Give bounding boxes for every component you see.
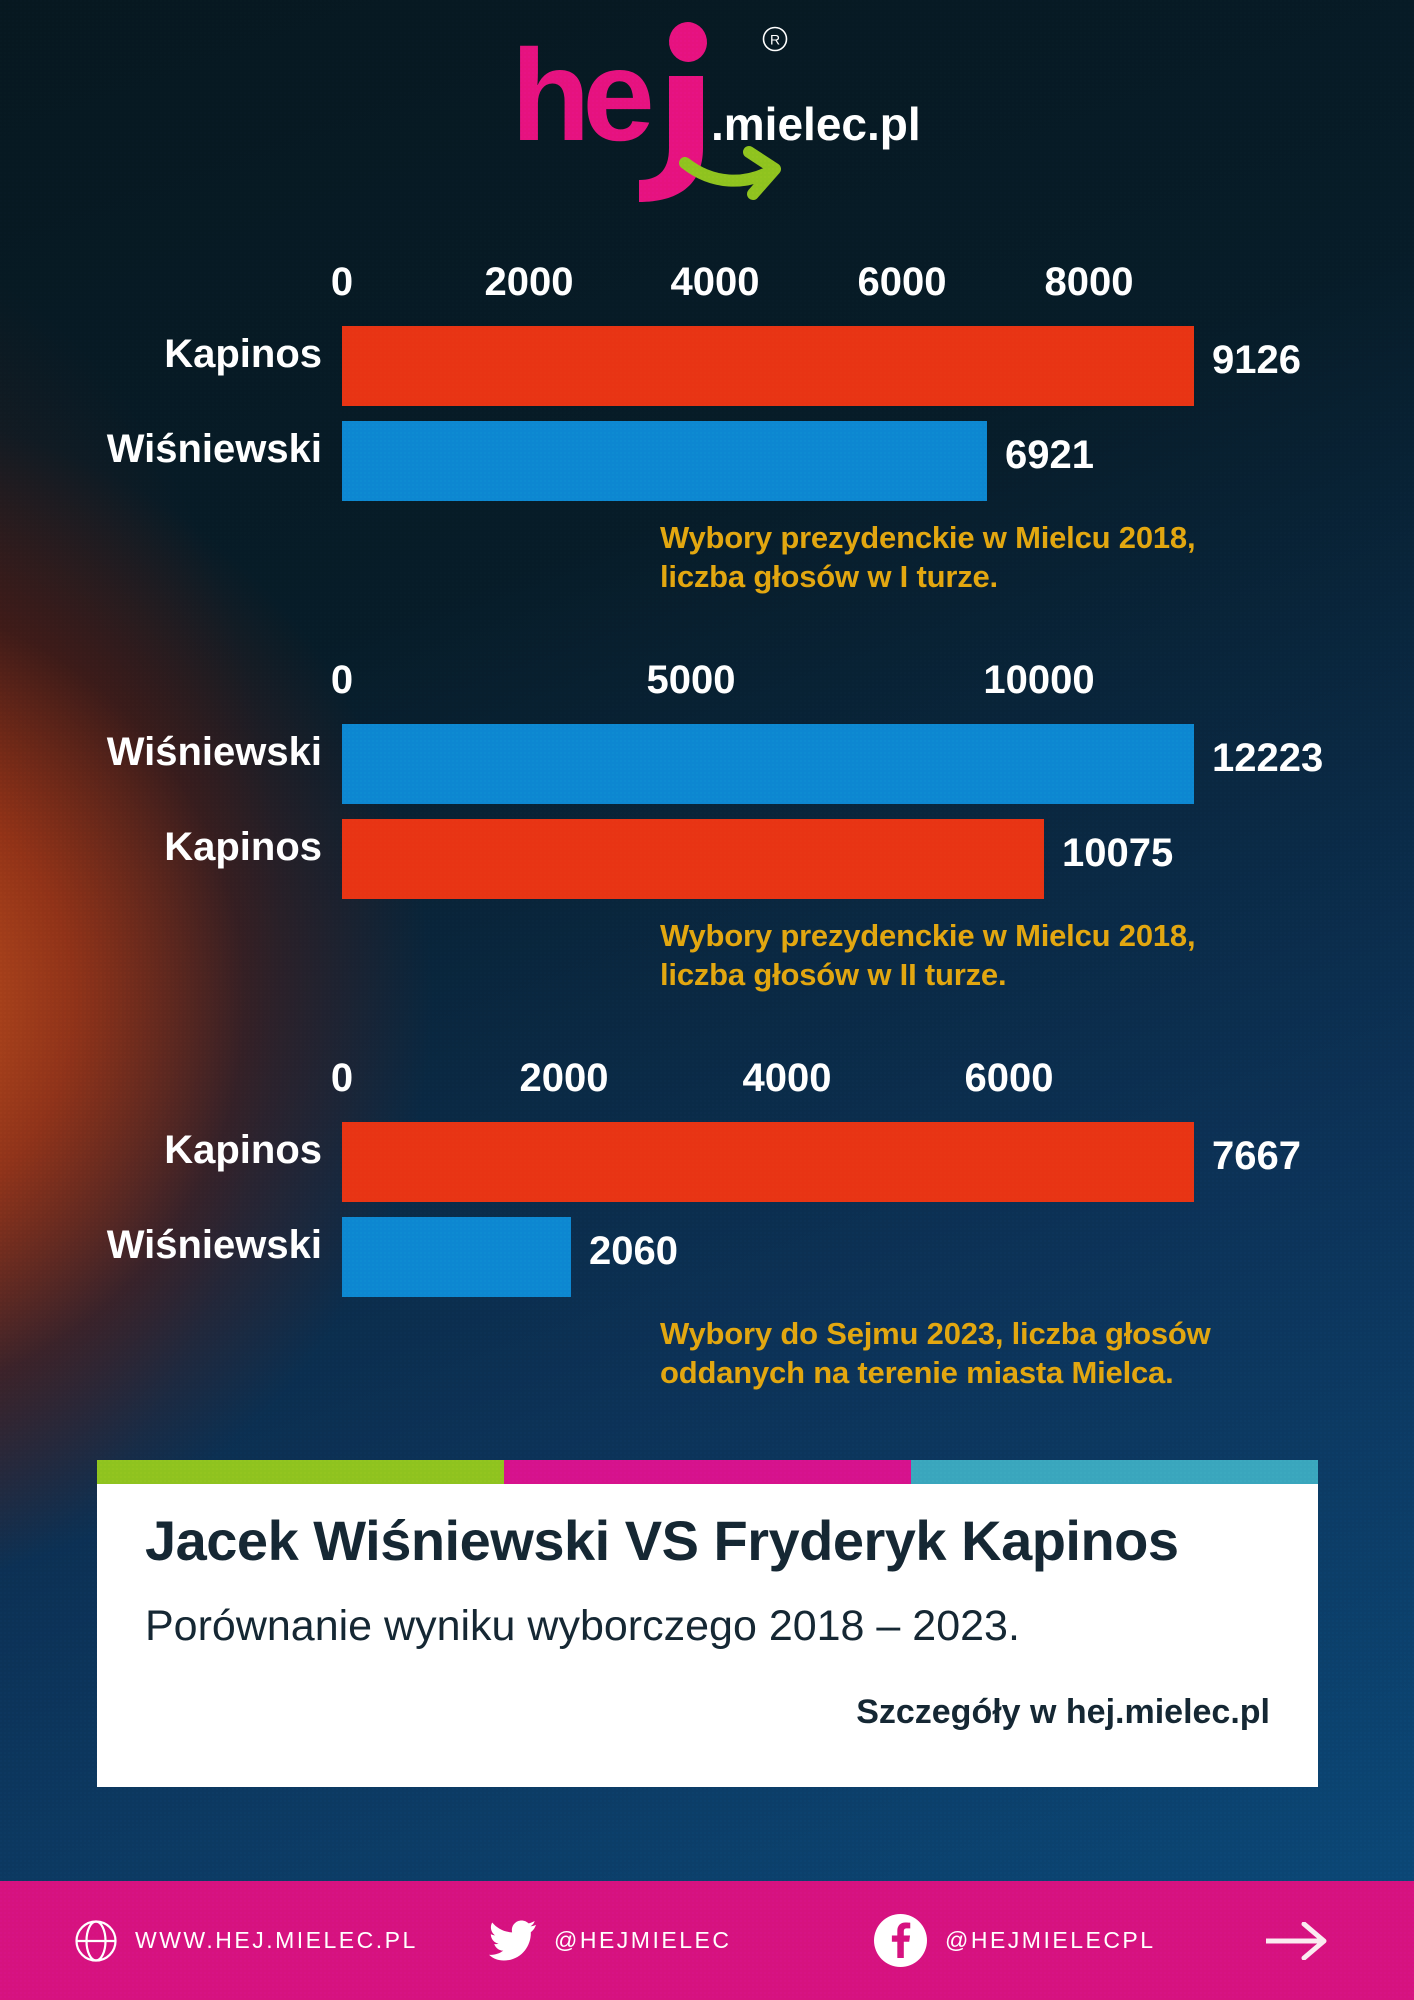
svg-text:.mielec.pl: .mielec.pl [711,98,921,150]
svg-text:R: R [770,32,780,48]
svg-text:he: he [511,22,650,168]
